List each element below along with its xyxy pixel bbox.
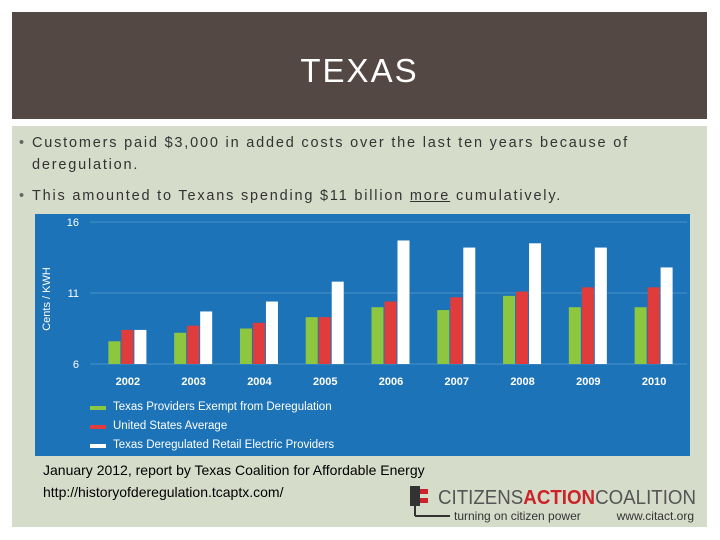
x-tick-labels: 2002 2003 2004 2005 2006 2007 2008 2009 2010 bbox=[116, 376, 667, 388]
bar-2002-series-1 bbox=[108, 341, 121, 364]
legend-swatch bbox=[90, 444, 106, 448]
bar-2004-series-1 bbox=[239, 328, 252, 364]
legend-label: Texas Deregulated Retail Electric Provid… bbox=[113, 439, 334, 451]
bar-2006-series-2 bbox=[384, 301, 397, 364]
bullet-2-text-after: cumulatively. bbox=[450, 188, 563, 204]
legend-swatch bbox=[90, 406, 106, 410]
bar-2009-series-3 bbox=[594, 247, 607, 364]
title-bar: TEXAS bbox=[12, 12, 707, 119]
bar-2010-series-3 bbox=[660, 267, 673, 364]
x-tick-label: 2002 bbox=[116, 376, 140, 388]
legend-swatch bbox=[90, 425, 106, 429]
y-tick-label: 11 bbox=[68, 288, 79, 300]
y-tick-label: 16 bbox=[67, 217, 79, 229]
legend-label: United States Average bbox=[113, 420, 227, 432]
citizens-action-coalition-logo: CITIZENSACTIONCOALITION turning on citiz… bbox=[410, 486, 696, 523]
bar-2003-series-2 bbox=[187, 325, 200, 364]
logo-plug-prong-icon bbox=[420, 489, 428, 494]
bar-2008-series-1 bbox=[503, 295, 516, 364]
logo-name-coalition: COALITION bbox=[595, 487, 696, 509]
bar-2006-series-3 bbox=[397, 240, 410, 364]
bullet-2-text-before: This amounted to Texans spending $11 bil… bbox=[32, 188, 410, 204]
x-tick-label: 2008 bbox=[510, 376, 534, 388]
legend: Texas Providers Exempt from Deregulation… bbox=[90, 401, 334, 451]
bar-2005-series-2 bbox=[318, 317, 331, 364]
bar-2007-series-1 bbox=[437, 310, 450, 364]
bar-2009-series-1 bbox=[568, 307, 581, 364]
x-tick-label: 2004 bbox=[247, 376, 272, 388]
bullet-2-emphasis: more bbox=[409, 188, 451, 204]
source-citation: January 2012, report by Texas Coalition … bbox=[43, 459, 425, 503]
bar-2009-series-2 bbox=[581, 287, 594, 364]
source-text: January 2012, report by Texas Coalition … bbox=[43, 462, 425, 478]
bullet-2: • This amounted to Texans spending $11 b… bbox=[19, 185, 672, 207]
bar-2006-series-1 bbox=[371, 307, 384, 364]
bar-2008-series-3 bbox=[529, 243, 542, 364]
y-tick-label: 6 bbox=[73, 359, 79, 371]
x-tick-label: 2010 bbox=[642, 376, 666, 388]
logo-plug-prong-icon bbox=[420, 498, 428, 503]
bar-2004-series-3 bbox=[265, 301, 278, 364]
x-tick-label: 2007 bbox=[445, 376, 469, 388]
x-tick-label: 2009 bbox=[576, 376, 600, 388]
bar-2010-series-2 bbox=[647, 287, 660, 364]
bar-2002-series-2 bbox=[121, 329, 134, 364]
logo-plug-icon bbox=[410, 486, 420, 506]
logo-name-citizens: CITIZENS bbox=[438, 487, 523, 509]
bullet-icon: • bbox=[19, 188, 26, 204]
bar-2007-series-2 bbox=[450, 297, 463, 364]
logo-name-action: ACTION bbox=[523, 487, 595, 509]
bullet-icon: • bbox=[19, 135, 26, 151]
bullet-1: • Customers paid $3,000 in added costs o… bbox=[19, 132, 672, 176]
bar-2005-series-3 bbox=[331, 281, 344, 364]
x-tick-label: 2005 bbox=[313, 376, 337, 388]
legend-label: Texas Providers Exempt from Deregulation bbox=[113, 401, 332, 413]
bar-2004-series-2 bbox=[252, 322, 265, 364]
svg-text:CITIZENSACTIONCOALITION: CITIZENSACTIONCOALITION bbox=[438, 487, 696, 509]
bar-2005-series-1 bbox=[305, 317, 318, 364]
bar-2010-series-1 bbox=[634, 307, 647, 364]
y-tick-labels: 6 11 16 bbox=[67, 217, 79, 371]
bar-2003-series-1 bbox=[174, 332, 187, 364]
bar-2003-series-3 bbox=[200, 311, 213, 364]
source-url[interactable]: http://historyofderegulation.tcaptx.com/ bbox=[43, 484, 284, 500]
logo-url: www.citact.org bbox=[616, 509, 694, 523]
x-tick-label: 2006 bbox=[379, 376, 403, 388]
slide-title: TEXAS bbox=[300, 52, 419, 89]
logo-tagline: turning on citizen power bbox=[454, 509, 581, 523]
bars bbox=[108, 240, 673, 364]
bar-2007-series-3 bbox=[463, 247, 476, 364]
bar-2008-series-2 bbox=[516, 291, 529, 364]
y-axis-label: Cents / KWH bbox=[41, 267, 53, 331]
bar-2002-series-3 bbox=[134, 329, 147, 364]
x-tick-label: 2003 bbox=[181, 376, 205, 388]
bullet-1-text: Customers paid $3,000 in added costs ove… bbox=[32, 135, 629, 173]
